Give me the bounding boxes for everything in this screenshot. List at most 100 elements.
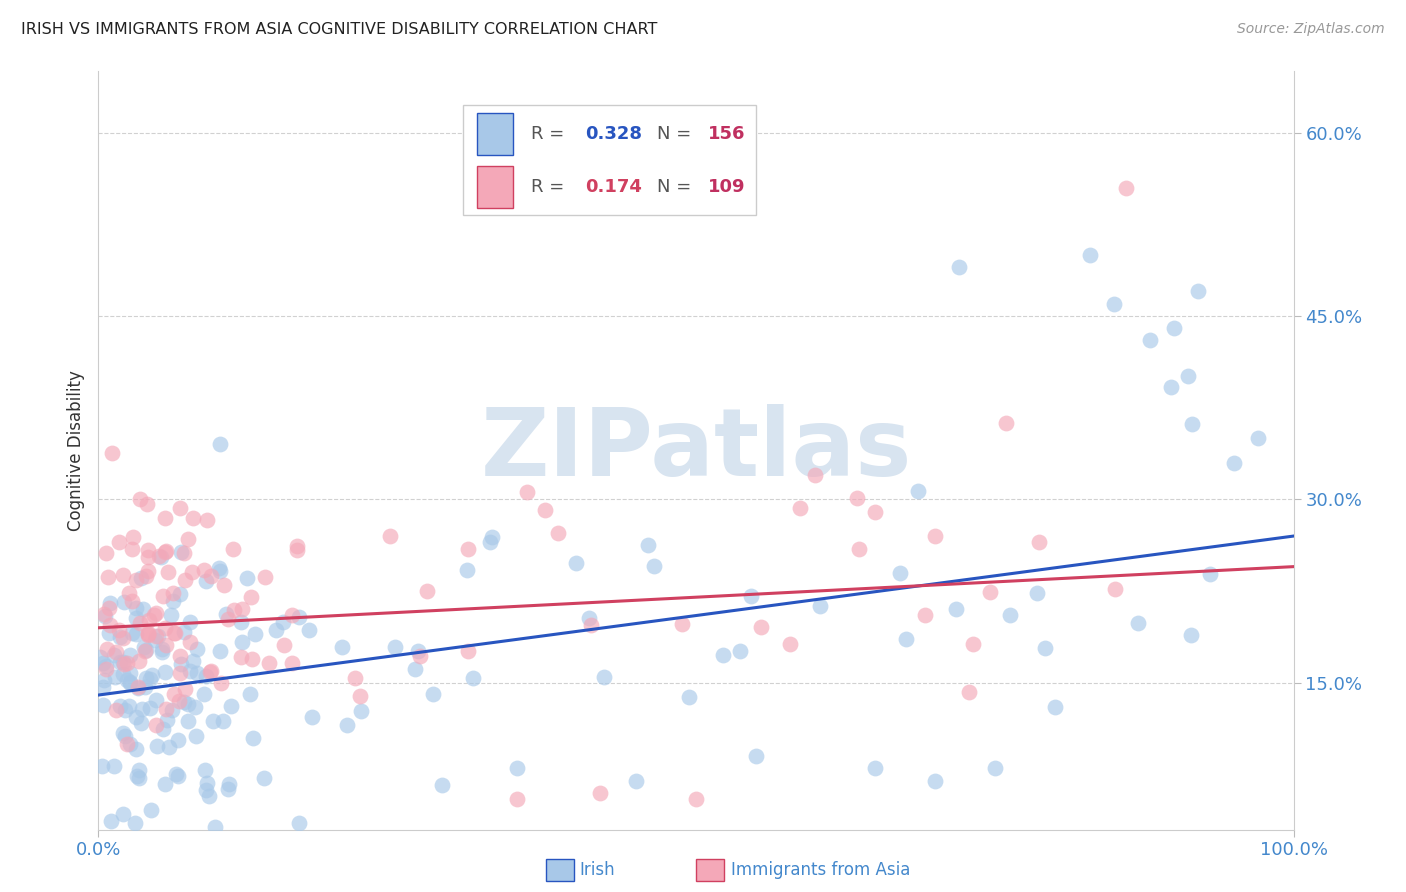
Text: N =: N = bbox=[657, 178, 696, 196]
Point bbox=[108, 630, 131, 644]
Point bbox=[481, 530, 503, 544]
Point bbox=[179, 615, 201, 629]
Point bbox=[143, 608, 166, 623]
Point bbox=[217, 781, 239, 796]
Point bbox=[1163, 321, 1185, 335]
Point bbox=[118, 675, 141, 690]
Point bbox=[1177, 368, 1199, 383]
Point bbox=[166, 733, 188, 747]
Point bbox=[253, 771, 276, 785]
Text: 156: 156 bbox=[709, 125, 745, 143]
Point bbox=[643, 558, 665, 573]
Point bbox=[160, 703, 183, 717]
Point bbox=[96, 641, 118, 656]
Point bbox=[135, 671, 157, 685]
Point bbox=[136, 549, 159, 564]
Point bbox=[128, 764, 150, 778]
Point bbox=[93, 607, 115, 622]
Point bbox=[211, 714, 233, 729]
Point bbox=[163, 625, 186, 640]
Point bbox=[136, 627, 159, 641]
Point bbox=[110, 698, 132, 713]
Point bbox=[177, 532, 200, 546]
Point bbox=[163, 625, 186, 640]
Point bbox=[330, 640, 353, 654]
Point bbox=[422, 687, 444, 701]
Point bbox=[111, 656, 134, 670]
Point bbox=[924, 529, 946, 543]
Point bbox=[173, 546, 195, 560]
Point bbox=[1026, 586, 1049, 600]
Point bbox=[186, 665, 208, 680]
Point bbox=[157, 739, 180, 754]
Point bbox=[146, 739, 169, 753]
Point bbox=[111, 806, 134, 821]
Point bbox=[195, 513, 218, 527]
Point bbox=[176, 714, 198, 728]
Point bbox=[195, 776, 218, 790]
Point bbox=[994, 416, 1017, 430]
Point bbox=[336, 718, 359, 732]
Point bbox=[155, 544, 177, 558]
Point bbox=[134, 644, 156, 658]
Point bbox=[343, 672, 366, 686]
Point bbox=[153, 777, 176, 791]
Point bbox=[98, 625, 121, 640]
Point bbox=[107, 624, 129, 638]
Point bbox=[804, 467, 827, 482]
Point bbox=[134, 680, 156, 694]
Point bbox=[94, 609, 117, 624]
Text: IRISH VS IMMIGRANTS FROM ASIA COGNITIVE DISABILITY CORRELATION CHART: IRISH VS IMMIGRANTS FROM ASIA COGNITIVE … bbox=[21, 22, 658, 37]
Point bbox=[108, 655, 131, 669]
Point bbox=[104, 645, 127, 659]
Point bbox=[208, 561, 231, 575]
Point bbox=[204, 821, 226, 835]
Point bbox=[112, 657, 135, 672]
Point bbox=[271, 615, 294, 630]
Point bbox=[98, 618, 121, 632]
Point bbox=[93, 698, 115, 712]
Point bbox=[177, 697, 200, 711]
Point bbox=[138, 673, 160, 687]
Point bbox=[259, 656, 281, 670]
Point bbox=[193, 687, 215, 701]
Point bbox=[184, 699, 207, 714]
Point bbox=[141, 668, 163, 682]
Point bbox=[685, 792, 707, 806]
Point bbox=[222, 603, 245, 617]
Point bbox=[593, 670, 616, 684]
Point bbox=[128, 654, 150, 668]
Point bbox=[186, 642, 208, 657]
Point bbox=[208, 436, 231, 450]
Point bbox=[215, 607, 238, 622]
Point bbox=[565, 556, 588, 570]
Point bbox=[128, 772, 150, 786]
Point bbox=[678, 690, 700, 705]
Point bbox=[115, 656, 138, 670]
Point bbox=[97, 569, 120, 583]
Point bbox=[749, 620, 772, 634]
Point bbox=[98, 596, 121, 610]
Point bbox=[1223, 456, 1246, 470]
Point bbox=[131, 702, 153, 716]
Point bbox=[984, 761, 1007, 775]
Text: R =: R = bbox=[531, 125, 569, 143]
Text: 109: 109 bbox=[709, 178, 745, 196]
Point bbox=[865, 761, 887, 775]
FancyBboxPatch shape bbox=[477, 113, 513, 155]
Point bbox=[125, 610, 148, 624]
Point bbox=[94, 659, 117, 673]
Point bbox=[128, 616, 150, 631]
Point bbox=[217, 611, 239, 625]
Point bbox=[141, 803, 163, 817]
Point bbox=[153, 510, 176, 524]
Point bbox=[120, 675, 142, 690]
Point bbox=[94, 832, 117, 847]
Point bbox=[100, 814, 122, 828]
Point bbox=[115, 673, 138, 687]
Point bbox=[169, 665, 191, 680]
Point bbox=[167, 694, 190, 708]
Point bbox=[104, 703, 127, 717]
Point bbox=[534, 503, 557, 517]
Point bbox=[167, 769, 190, 783]
